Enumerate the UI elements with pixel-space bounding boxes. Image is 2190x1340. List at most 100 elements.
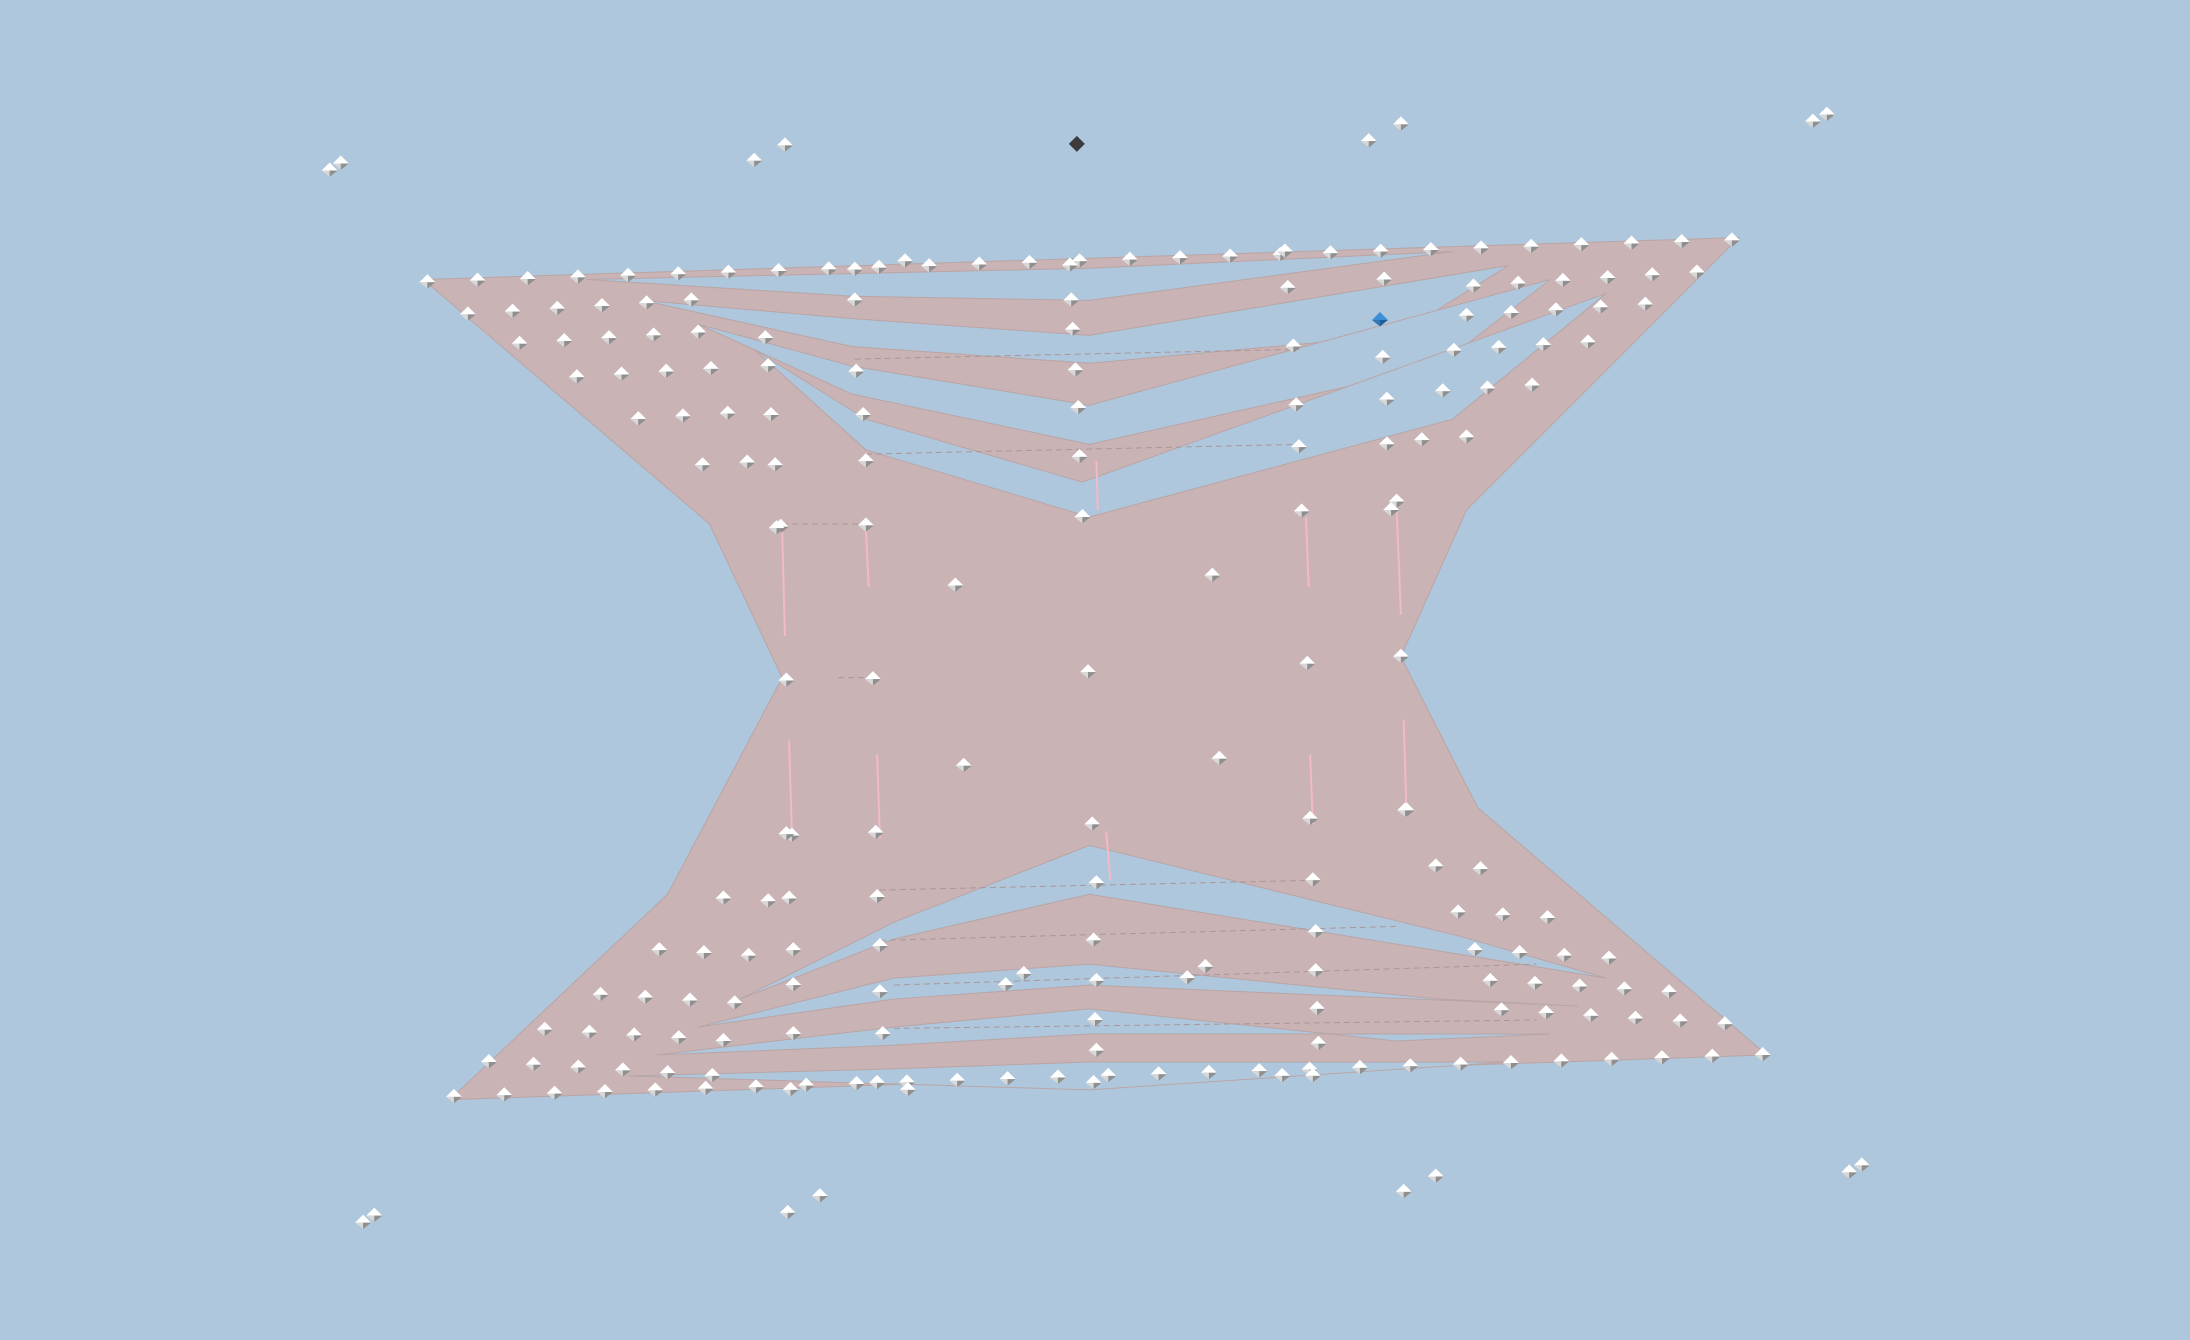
diamond-node-icon[interactable] <box>740 947 757 963</box>
diamond-node-icon[interactable] <box>855 406 872 422</box>
diamond-node-icon[interactable] <box>419 274 436 289</box>
diamond-node-icon[interactable] <box>613 366 630 381</box>
diamond-node-icon[interactable] <box>1251 1063 1268 1078</box>
diamond-node-icon[interactable] <box>651 942 668 957</box>
diamond-node-icon[interactable] <box>955 757 972 773</box>
diamond-node-icon[interactable] <box>355 1214 372 1230</box>
diamond-node-icon[interactable] <box>459 306 476 321</box>
diamond-node-icon[interactable] <box>1290 439 1307 454</box>
diamond-node-icon[interactable] <box>997 977 1014 992</box>
diamond-node-icon[interactable] <box>811 1188 828 1203</box>
diamond-node-icon[interactable] <box>846 261 863 277</box>
diamond-node-icon[interactable] <box>1397 802 1414 817</box>
diamond-node-icon[interactable] <box>999 1071 1016 1086</box>
diamond-node-icon[interactable] <box>1573 237 1590 252</box>
diamond-node-icon[interactable] <box>1524 377 1541 393</box>
diamond-node-icon[interactable] <box>1473 240 1490 255</box>
diamond-node-icon[interactable] <box>897 253 914 268</box>
diamond-node-icon[interactable] <box>768 520 785 535</box>
diamond-node-icon[interactable] <box>1080 664 1097 679</box>
diamond-node-icon[interactable] <box>1179 970 1196 985</box>
diamond-node-icon[interactable] <box>1434 383 1451 398</box>
diamond-node-icon[interactable] <box>1360 133 1377 148</box>
diamond-node-icon[interactable] <box>1299 655 1316 671</box>
diamond-node-icon[interactable] <box>658 363 675 379</box>
node-group[interactable] <box>321 106 1870 1230</box>
selected-node-icon[interactable] <box>1371 311 1388 327</box>
diamond-node-icon[interactable] <box>536 1021 553 1037</box>
diamond-node-icon[interactable] <box>1466 942 1483 957</box>
diamond-node-icon[interactable] <box>1445 342 1462 358</box>
diamond-node-icon[interactable] <box>726 995 743 1010</box>
diamond-node-icon[interactable] <box>1374 349 1391 365</box>
diamond-node-icon[interactable] <box>1395 1183 1412 1199</box>
diamond-node-icon[interactable] <box>1204 567 1221 583</box>
diamond-node-icon[interactable] <box>1523 238 1540 254</box>
diamond-node-icon[interactable] <box>1378 436 1395 451</box>
diamond-node-icon[interactable] <box>620 267 637 283</box>
diamond-node-icon[interactable] <box>1553 1053 1570 1068</box>
diamond-node-icon[interactable] <box>1818 106 1835 121</box>
diamond-node-icon[interactable] <box>971 256 988 271</box>
diamond-node-icon[interactable] <box>638 295 655 310</box>
diamond-node-icon[interactable] <box>1088 972 1105 988</box>
diamond-node-icon[interactable] <box>1085 1074 1102 1090</box>
diamond-node-icon[interactable] <box>1616 981 1633 996</box>
diamond-node-icon[interactable] <box>719 405 736 420</box>
diamond-node-icon[interactable] <box>1310 1035 1327 1051</box>
diamond-node-icon[interactable] <box>715 1032 732 1048</box>
diamond-node-icon[interactable] <box>596 1084 613 1099</box>
diamond-node-icon[interactable] <box>746 152 763 168</box>
diamond-node-icon[interactable] <box>504 303 521 318</box>
diamond-node-icon[interactable] <box>704 1067 721 1083</box>
diamond-node-icon[interactable] <box>949 1072 966 1088</box>
diamond-node-icon[interactable] <box>1211 750 1228 766</box>
diamond-node-icon[interactable] <box>1427 858 1444 873</box>
diamond-node-icon[interactable] <box>1392 116 1409 131</box>
diamond-node-icon[interactable] <box>1580 334 1597 349</box>
diamond-node-icon[interactable] <box>445 1088 462 1104</box>
diamond-node-icon[interactable] <box>785 1025 802 1041</box>
diamond-node-icon[interactable] <box>1322 245 1339 260</box>
diamond-node-icon[interactable] <box>770 262 787 278</box>
diamond-node-icon[interactable] <box>1571 978 1588 993</box>
diamond-node-icon[interactable] <box>1049 1069 1066 1084</box>
diamond-node-icon[interactable] <box>581 1024 598 1039</box>
diamond-node-icon[interactable] <box>1623 235 1640 250</box>
diamond-node-icon[interactable] <box>870 259 887 275</box>
diamond-node-icon[interactable] <box>1627 1010 1644 1026</box>
diamond-node-icon[interactable] <box>480 1053 497 1069</box>
diamond-node-icon[interactable] <box>1071 448 1088 464</box>
diamond-node-icon[interactable] <box>1673 233 1690 249</box>
diamond-node-icon[interactable] <box>864 671 881 686</box>
diamond-node-icon[interactable] <box>1304 872 1321 887</box>
diamond-node-icon[interactable] <box>1526 975 1543 991</box>
diamond-node-icon[interactable] <box>1021 254 1038 270</box>
diamond-node-icon[interactable] <box>767 457 784 472</box>
diamond-node-icon[interactable] <box>778 826 795 841</box>
diamond-node-icon[interactable] <box>1085 932 1102 947</box>
diamond-node-icon[interactable] <box>762 406 779 422</box>
diamond-node-icon[interactable] <box>569 269 586 284</box>
diamond-node-icon[interactable] <box>1510 275 1527 291</box>
diamond-node-icon[interactable] <box>332 155 349 170</box>
diamond-node-icon[interactable] <box>757 330 774 345</box>
diamond-node-icon[interactable] <box>1392 648 1409 664</box>
diamond-node-icon[interactable] <box>1087 1012 1103 1027</box>
diamond-node-icon[interactable] <box>1150 1066 1167 1081</box>
diamond-node-icon[interactable] <box>1084 816 1101 831</box>
diamond-node-icon[interactable] <box>874 1025 891 1041</box>
diamond-node-icon[interactable] <box>549 300 566 316</box>
diamond-node-icon[interactable] <box>1723 232 1740 247</box>
diamond-node-icon[interactable] <box>1452 1056 1469 1072</box>
diamond-node-icon[interactable] <box>1063 292 1080 307</box>
diamond-node-icon[interactable] <box>1672 1013 1689 1028</box>
diamond-node-icon[interactable] <box>366 1207 383 1223</box>
diamond-node-icon[interactable] <box>1074 508 1091 524</box>
diamond-node-icon[interactable] <box>690 324 707 339</box>
diamond-node-icon[interactable] <box>1197 958 1214 974</box>
diamond-node-icon[interactable] <box>681 992 698 1007</box>
diamond-node-icon[interactable] <box>568 369 585 384</box>
diamond-node-icon[interactable] <box>1383 502 1400 517</box>
